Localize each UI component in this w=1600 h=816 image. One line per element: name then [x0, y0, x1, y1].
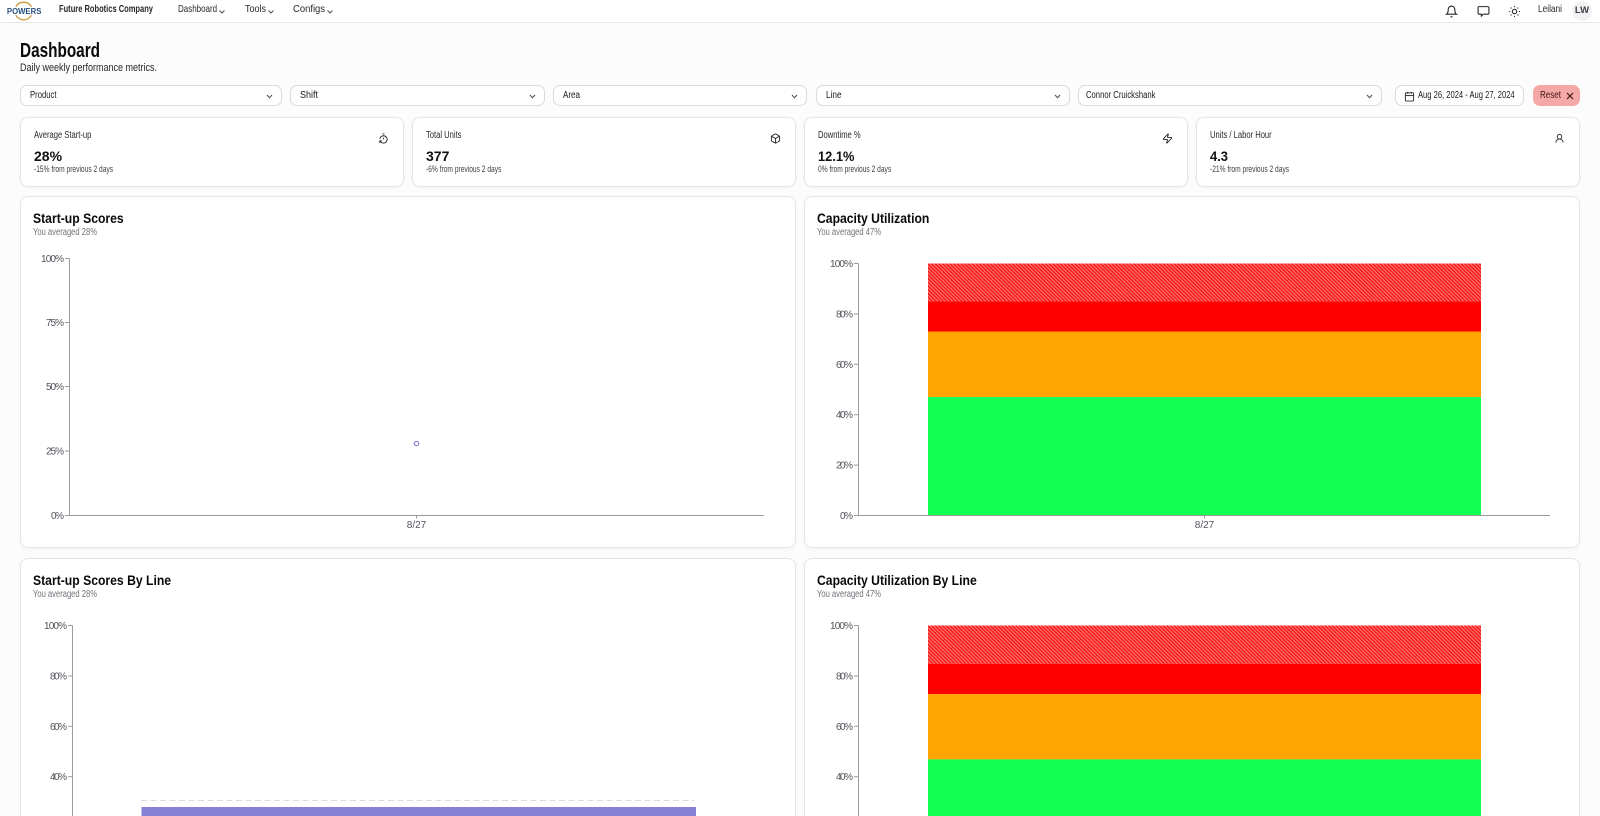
svg-text:20%: 20%: [836, 461, 853, 472]
svg-text:8/27: 8/27: [1195, 520, 1215, 531]
svg-text:40%: 40%: [836, 410, 853, 421]
svg-text:40%: 40%: [50, 772, 67, 783]
svg-text:0%: 0%: [840, 511, 853, 522]
svg-text:25%: 25%: [46, 447, 64, 458]
svg-text:80%: 80%: [836, 310, 853, 321]
svg-text:0%: 0%: [51, 511, 64, 522]
svg-text:60%: 60%: [836, 360, 853, 371]
svg-text:80%: 80%: [50, 672, 67, 683]
svg-text:60%: 60%: [836, 722, 853, 733]
svg-text:100%: 100%: [44, 621, 67, 632]
svg-text:100%: 100%: [41, 254, 64, 265]
svg-text:75%: 75%: [46, 318, 64, 329]
svg-text:60%: 60%: [50, 722, 67, 733]
svg-text:40%: 40%: [836, 772, 853, 783]
svg-text:8/27: 8/27: [407, 520, 427, 531]
svg-text:POWERS: POWERS: [7, 7, 42, 16]
svg-text:100%: 100%: [830, 621, 853, 632]
svg-text:100%: 100%: [830, 259, 853, 270]
svg-text:50%: 50%: [46, 382, 64, 393]
svg-text:80%: 80%: [836, 672, 853, 683]
